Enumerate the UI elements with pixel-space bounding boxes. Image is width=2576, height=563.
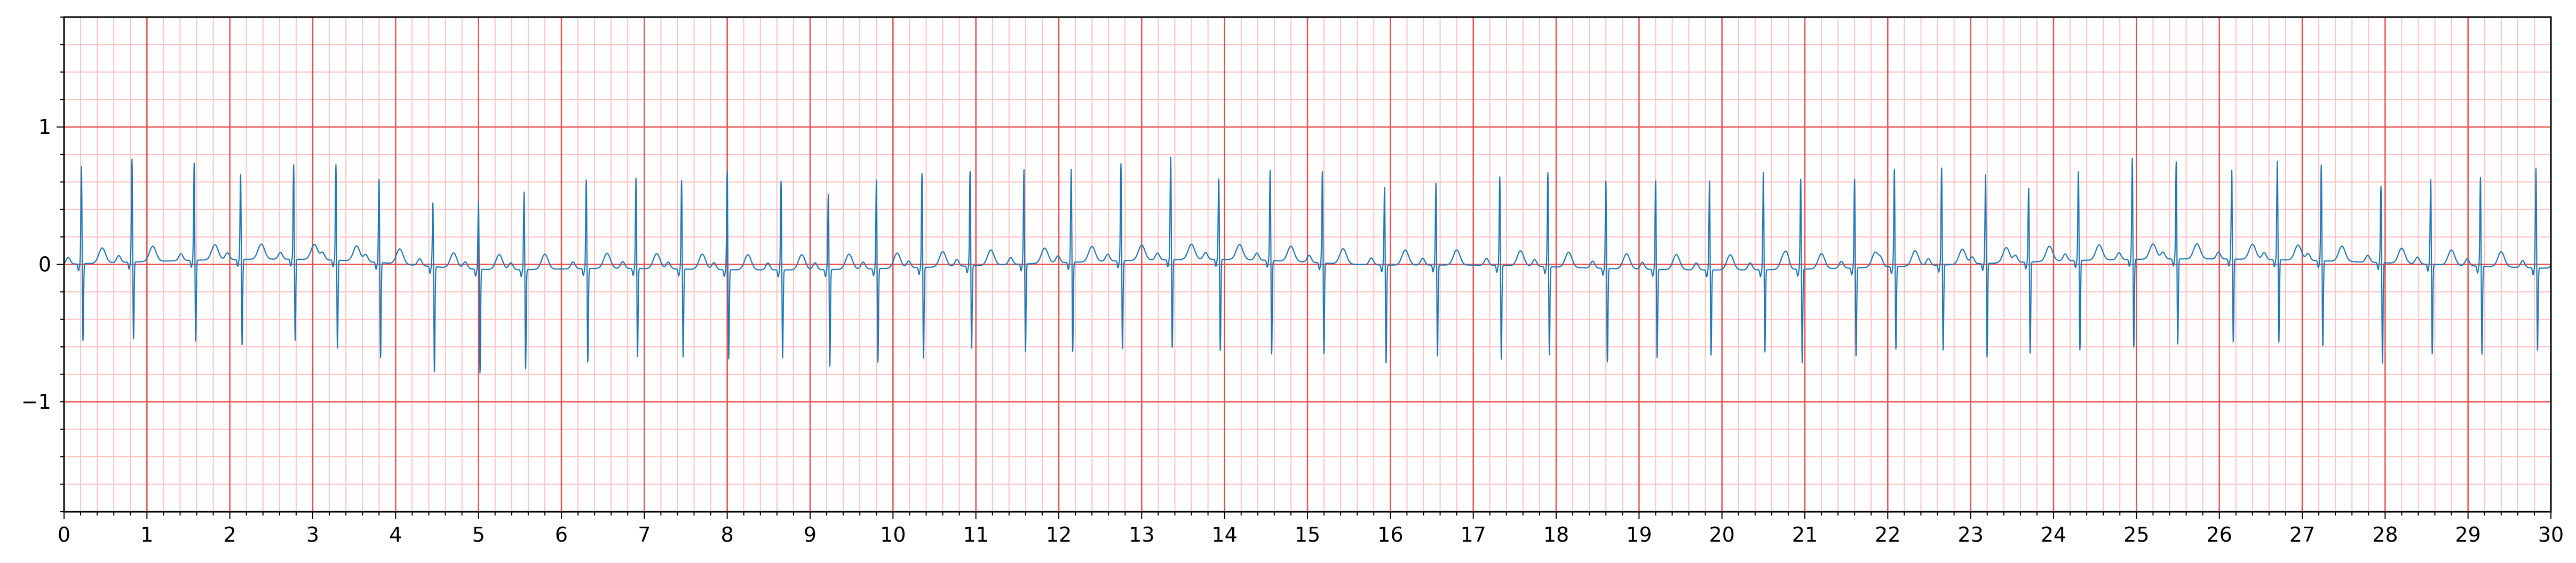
x-tick-label: 26 <box>2206 523 2232 546</box>
x-tick-label: 12 <box>1046 523 1072 546</box>
x-tick-label: 29 <box>2455 523 2480 546</box>
ecg-series-line <box>64 156 2551 374</box>
x-tick-label: 5 <box>472 523 485 546</box>
x-tick-label: 24 <box>2041 523 2066 546</box>
x-tick-label: 1 <box>140 523 153 546</box>
x-tick-label: 8 <box>721 523 734 546</box>
x-tick-label: 15 <box>1295 523 1320 546</box>
x-tick-label: 16 <box>1377 523 1403 546</box>
x-tick-label: 11 <box>963 523 988 546</box>
x-tick-label: 2 <box>224 523 236 546</box>
y-axis: −1 0 1 <box>21 17 64 512</box>
x-tick-label: 25 <box>2123 523 2149 546</box>
y-tick-label: 0 <box>38 253 51 276</box>
x-tick-label: 4 <box>389 523 402 546</box>
x-tick-label: 17 <box>1460 523 1486 546</box>
x-tick-label: 7 <box>638 523 651 546</box>
ecg-trace-group <box>64 156 2551 374</box>
y-tick-label: −1 <box>21 390 51 414</box>
x-tick-label: 19 <box>1626 523 1652 546</box>
x-tick-label: 6 <box>555 523 568 546</box>
x-axis: 0 1 2 3 4 5 6 7 8 9 10 11 12 13 14 15 16 17 18 19 20 21 22 23 24… <box>58 512 2564 546</box>
major-grid <box>63 17 2552 512</box>
x-tick-label: 9 <box>804 523 817 546</box>
x-tick-label: 0 <box>58 523 70 546</box>
x-tick-label: 20 <box>1709 523 1734 546</box>
x-tick-label: 22 <box>1875 523 1900 546</box>
x-tick-label: 23 <box>1957 523 1983 546</box>
y-tick-label: 1 <box>38 115 51 139</box>
x-tick-label: 13 <box>1129 523 1154 546</box>
x-tick-label: 30 <box>2538 523 2564 546</box>
x-tick-label: 14 <box>1211 523 1237 546</box>
x-tick-label: 27 <box>2289 523 2315 546</box>
x-tick-label: 10 <box>880 523 906 546</box>
x-tick-label: 21 <box>1792 523 1818 546</box>
x-tick-label: 18 <box>1543 523 1569 546</box>
x-tick-label: 3 <box>306 523 319 546</box>
x-tick-label: 28 <box>2372 523 2398 546</box>
